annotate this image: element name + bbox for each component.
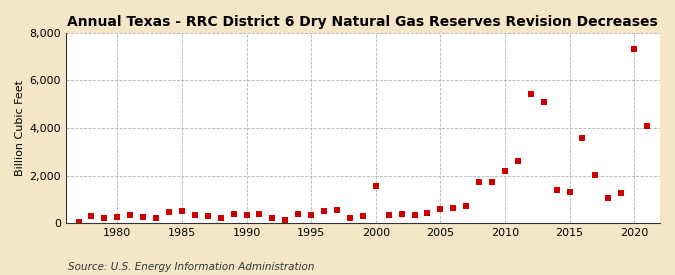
- Text: Source: U.S. Energy Information Administration: Source: U.S. Energy Information Administ…: [68, 262, 314, 272]
- Title: Annual Texas - RRC District 6 Dry Natural Gas Reserves Revision Decreases: Annual Texas - RRC District 6 Dry Natura…: [68, 15, 658, 29]
- Y-axis label: Billion Cubic Feet: Billion Cubic Feet: [15, 80, 25, 176]
